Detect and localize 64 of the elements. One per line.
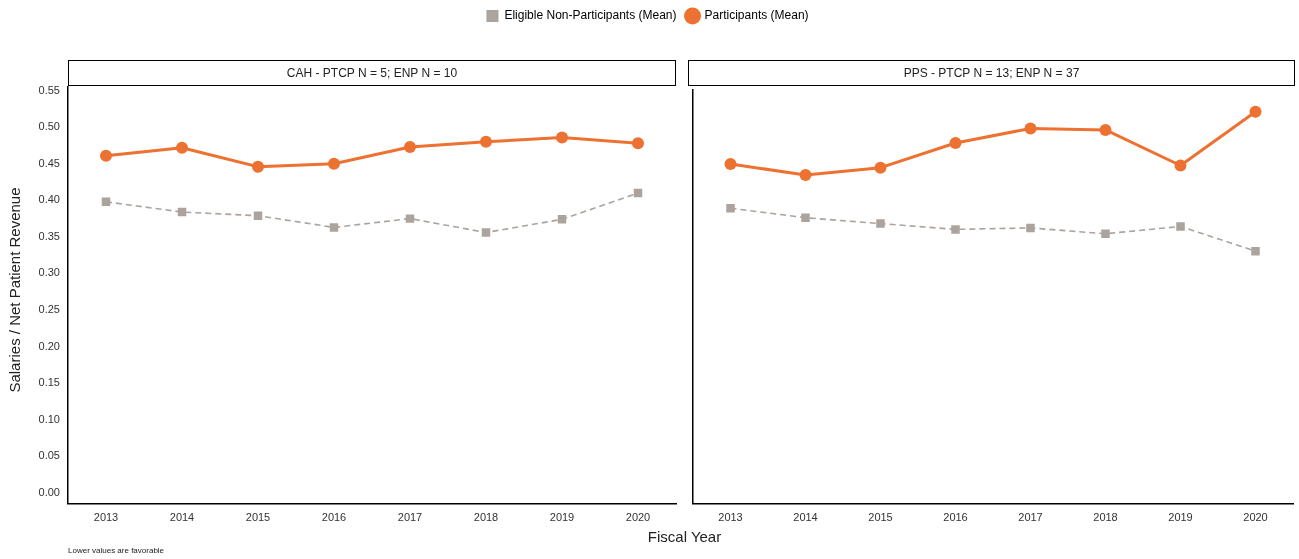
point xyxy=(404,140,416,153)
legend-label: Participants (Mean) xyxy=(704,8,809,23)
point xyxy=(481,228,491,237)
x-tick-label: 2019 xyxy=(1168,511,1193,524)
point xyxy=(1099,123,1112,136)
point xyxy=(480,135,492,148)
point xyxy=(801,213,810,223)
x-tick-label: 2019 xyxy=(549,511,575,524)
y-tick-label: 0.30 xyxy=(38,266,60,279)
y-tick-label: 0.45 xyxy=(38,156,60,169)
y-tick-label: 0.25 xyxy=(38,303,60,316)
x-tick-label: 2016 xyxy=(943,511,968,524)
x-tick-label: 2015 xyxy=(245,511,271,524)
chart-title: CAH - PTCP N = 5; ENP N = 10 xyxy=(68,60,676,86)
x-tick-label: 2016 xyxy=(321,511,347,524)
y-tick-label: 0.20 xyxy=(38,339,60,352)
point xyxy=(951,225,960,234)
point xyxy=(632,137,644,150)
x-tick-label: 2020 xyxy=(625,511,651,524)
x-tick-label: 2017 xyxy=(1018,511,1043,524)
point xyxy=(328,157,340,170)
point xyxy=(1101,229,1110,238)
point xyxy=(1249,105,1262,118)
point xyxy=(949,137,962,149)
point xyxy=(1251,246,1260,256)
point xyxy=(557,215,567,224)
y-tick-label: 0.15 xyxy=(38,376,60,389)
x-tick-label: 2017 xyxy=(397,511,423,524)
legend-label: Eligible Non-Participants (Mean) xyxy=(504,8,677,23)
y-tick-label: 0.50 xyxy=(38,120,60,133)
point xyxy=(799,168,812,181)
point xyxy=(556,131,568,144)
x-axis-title: Fiscal Year xyxy=(646,528,723,545)
x-tick-label: 2018 xyxy=(473,511,499,524)
point xyxy=(405,214,415,223)
x-tick-label: 2015 xyxy=(868,511,893,524)
point xyxy=(1174,159,1187,172)
point xyxy=(329,223,339,232)
point xyxy=(726,204,735,213)
y-axis-title: Salaries / Net Patient Revenue xyxy=(5,187,23,393)
y-tick-label: 0.10 xyxy=(38,412,60,425)
point xyxy=(874,161,887,174)
x-tick-label: 2013 xyxy=(718,511,743,524)
y-tick-label: 0.00 xyxy=(38,485,60,498)
y-tick-label: 0.55 xyxy=(38,83,60,96)
y-tick-label: 0.35 xyxy=(38,229,60,242)
point xyxy=(252,160,264,173)
x-tick-label: 2020 xyxy=(1243,511,1268,524)
point xyxy=(1024,122,1037,135)
x-tick-label: 2018 xyxy=(1093,511,1118,524)
chart-title: PPS - PTCP N = 13; ENP N = 37 xyxy=(688,60,1295,86)
y-tick-label: 0.05 xyxy=(38,449,60,462)
x-tick-label: 2014 xyxy=(169,511,195,524)
x-tick-label: 2014 xyxy=(793,511,818,524)
text: Lower values are favorable xyxy=(68,546,165,555)
x-tick-label: 2013 xyxy=(93,511,119,524)
point xyxy=(100,149,112,162)
point xyxy=(1026,223,1035,233)
point xyxy=(176,141,188,154)
point xyxy=(253,211,263,220)
point xyxy=(1176,222,1185,231)
y-tick-label: 0.40 xyxy=(38,193,60,206)
point xyxy=(876,219,885,228)
point xyxy=(724,158,737,171)
